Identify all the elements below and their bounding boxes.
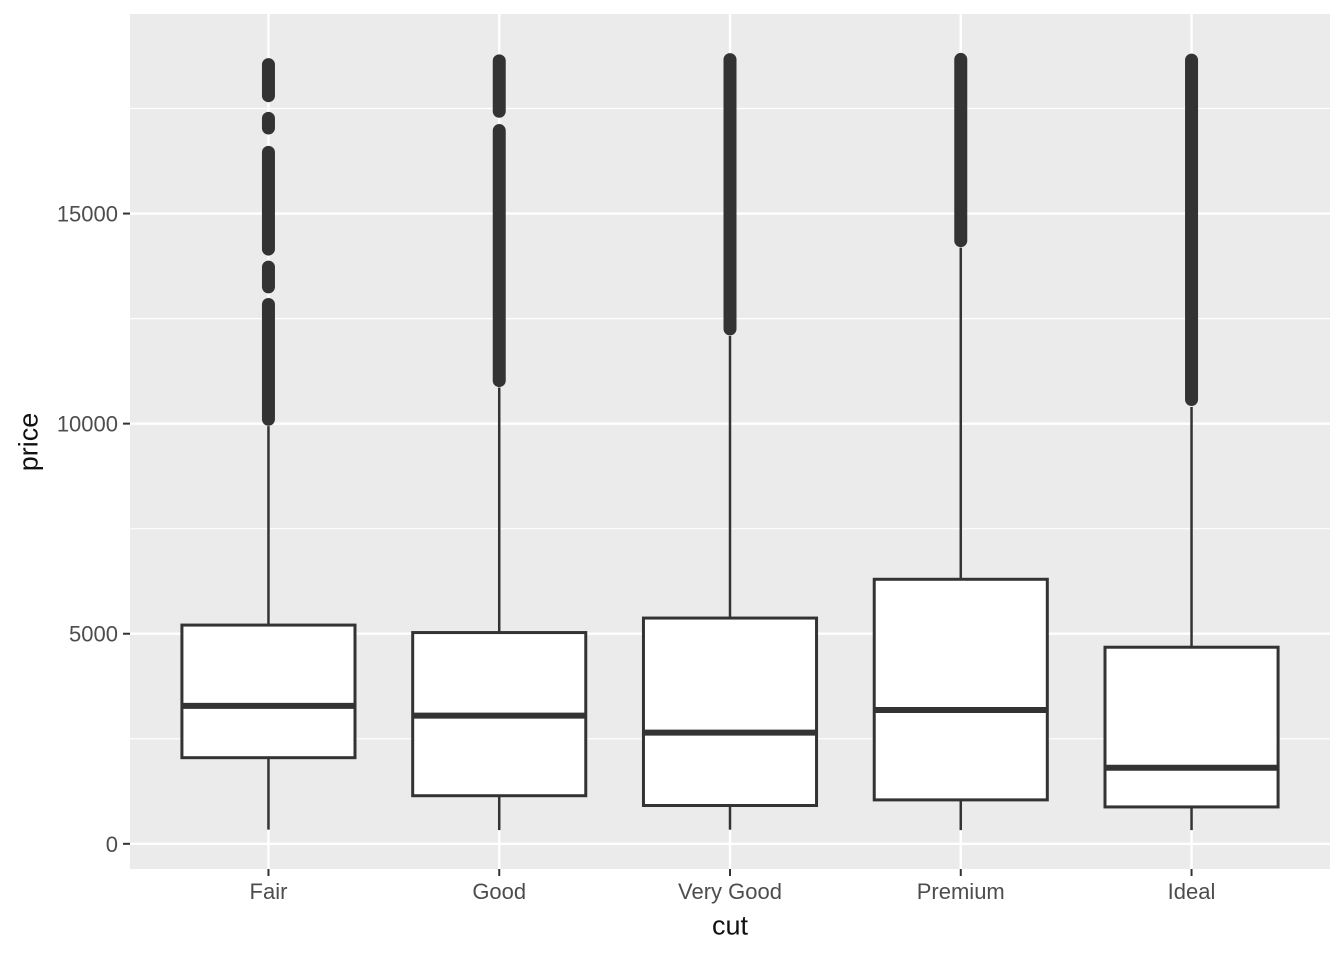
box — [641, 616, 819, 808]
x-tick-label: Ideal — [1168, 879, 1216, 904]
x-tick-label: Fair — [250, 879, 288, 904]
box — [180, 623, 357, 760]
y-tick-label: 0 — [106, 832, 118, 857]
y-tick-label: 5000 — [69, 622, 118, 647]
box — [872, 577, 1049, 802]
box — [1103, 645, 1280, 809]
x-tick-label: Premium — [917, 879, 1005, 904]
x-tick-label: Very Good — [678, 879, 782, 904]
y-tick-label: 15000 — [57, 202, 118, 227]
y-axis-title: price — [13, 412, 44, 472]
x-axis-title: cut — [711, 910, 749, 941]
y-tick-label: 10000 — [57, 412, 118, 437]
x-tick-label: Good — [472, 879, 526, 904]
